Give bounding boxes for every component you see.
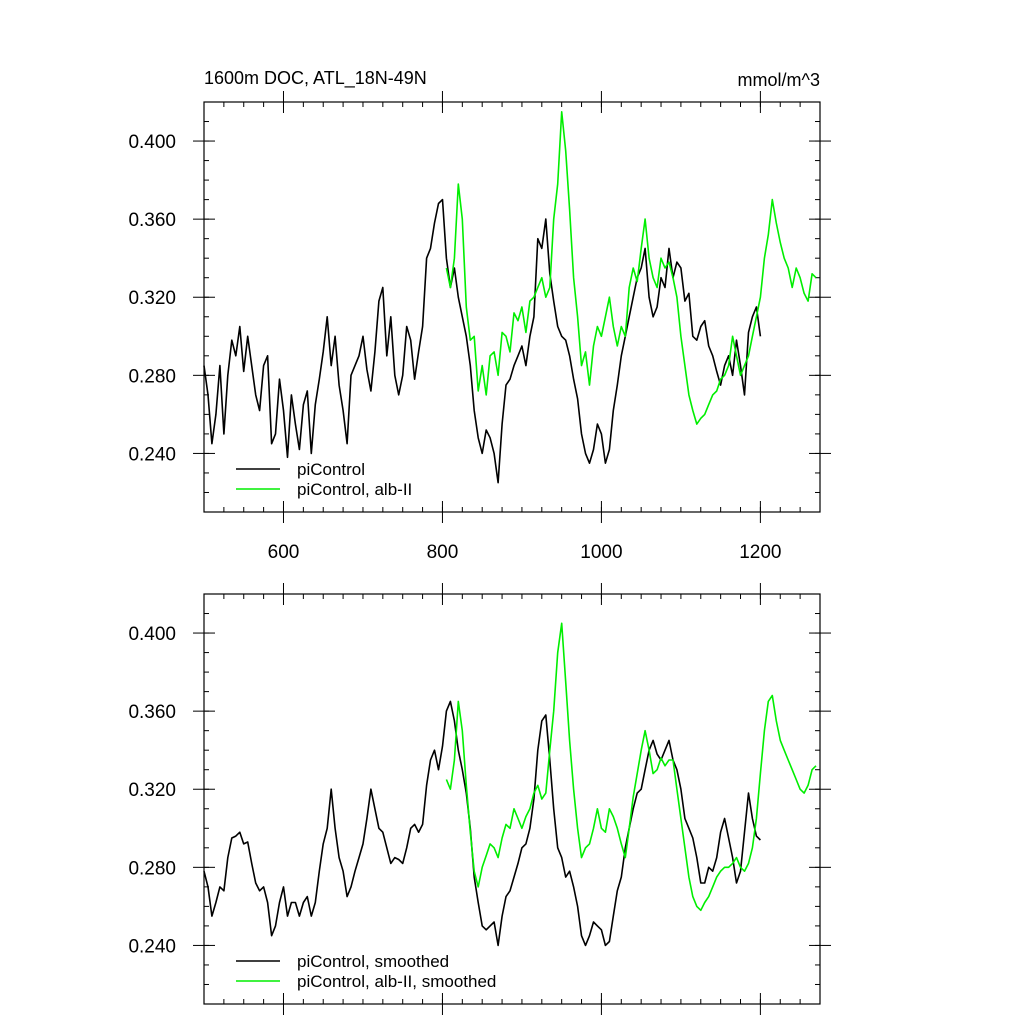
bottom-series-group — [203, 622, 817, 947]
series-line-1 — [203, 198, 762, 484]
y-tick-label: 0.280 — [128, 366, 176, 387]
y-tick-label: 0.240 — [128, 444, 176, 465]
y-tick-label: 0.320 — [128, 288, 176, 309]
bottom-axes: 0.240 0.280 0.320 0.360 0.400 — [128, 583, 831, 1015]
series-line-1 — [203, 700, 761, 947]
y-tick-label: 0.360 — [128, 210, 176, 231]
legend-label: piControl, alb-II, smoothed — [297, 972, 496, 991]
y-tick-label: 0.360 — [128, 702, 176, 723]
x-tick-label: 800 — [427, 542, 459, 563]
top-series-group — [203, 111, 817, 484]
y-tick-label: 0.280 — [128, 858, 176, 879]
legend-label: piControl — [297, 460, 365, 479]
top-plot-frame — [203, 101, 821, 513]
x-tick-label: 1000 — [580, 542, 622, 563]
legend-label: piControl, alb-II — [297, 480, 412, 499]
y-tick-label: 0.400 — [128, 624, 176, 645]
top-axes: 600 800 1000 1200 0.240 0.280 0.320 0.360 0.400 — [128, 91, 831, 563]
y-tick-label: 0.320 — [128, 780, 176, 801]
x-tick-label: 1200 — [739, 542, 781, 563]
y-tick-label: 0.400 — [128, 132, 176, 153]
chart-title: 1600m DOC, ATL_18N-49N — [204, 68, 427, 89]
top-chart-panel: 1600m DOC, ATL_18N-49N mmol/m^3 600 800 10… — [128, 68, 831, 563]
series-line-2 — [445, 622, 817, 912]
series-line-2 — [445, 111, 817, 425]
bottom-plot-frame — [203, 593, 821, 1005]
units-label: mmol/m^3 — [738, 70, 820, 90]
y-tick-label: 0.240 — [128, 936, 176, 957]
bottom-chart-panel: 0.240 0.280 0.320 0.360 0.400 piControl, smo… — [128, 583, 831, 1015]
x-tick-label: 600 — [268, 542, 300, 563]
legend-label: piControl, smoothed — [297, 952, 449, 971]
